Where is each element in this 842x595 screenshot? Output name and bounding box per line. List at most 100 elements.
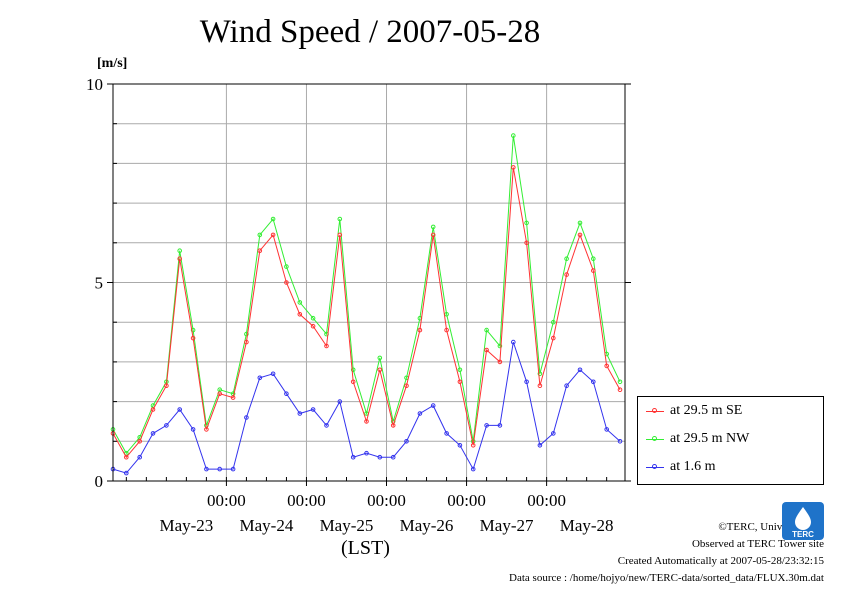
- series-point-1: [457, 367, 463, 373]
- series-point-1: [484, 327, 489, 333]
- series-point-0: [324, 343, 329, 349]
- series-point-1: [617, 379, 623, 385]
- series-point-1: [270, 216, 276, 222]
- series-point-0: [284, 280, 289, 285]
- series-point-1: [284, 264, 289, 269]
- series-point-1: [350, 367, 356, 373]
- legend-item-1-6m: at 1.6 m: [646, 457, 716, 477]
- series-point-2: [470, 466, 476, 472]
- series-point-1: [337, 216, 343, 222]
- series-point-0: [484, 347, 489, 353]
- series-point-2: [417, 411, 423, 416]
- chart-title: Wind Speed / 2007-05-28: [199, 14, 541, 50]
- footer-created: Created Automatically at 2007-05-28/23:3…: [617, 555, 824, 567]
- series-point-1: [524, 220, 529, 226]
- series-line-2: [112, 341, 621, 474]
- footer-observed: Observed at TERC Tower site: [691, 538, 824, 550]
- series-point-0: [551, 335, 556, 341]
- series-point-1: [564, 256, 569, 262]
- series-point-0: [310, 323, 316, 329]
- series-point-2: [350, 454, 356, 460]
- series-point-2: [377, 454, 383, 460]
- series-point-1: [497, 343, 503, 349]
- series-point-2: [497, 423, 503, 428]
- series-point-1: [430, 224, 436, 230]
- x-time-tick-label: 00:00: [287, 491, 326, 510]
- series-point-2: [591, 379, 596, 385]
- series-point-0: [537, 383, 543, 389]
- series-point-1: [577, 220, 583, 226]
- series-point-2: [230, 466, 236, 472]
- series-point-2: [244, 415, 249, 420]
- series-point-0: [511, 165, 516, 170]
- x-time-tick-label: 00:00: [527, 491, 566, 510]
- x-date-label: May-28: [560, 516, 614, 535]
- series-line-1: [112, 135, 621, 455]
- series-point-1: [377, 355, 383, 361]
- series-point-2: [190, 427, 196, 432]
- series-point-2: [324, 423, 329, 428]
- series-point-2: [524, 379, 529, 385]
- legend-label-nw: at 29.5 m NW: [670, 431, 750, 446]
- series-point-2: [430, 403, 436, 408]
- series-point-2: [404, 439, 409, 444]
- legend-item-se: at 29.5 m SE: [646, 401, 742, 421]
- series-point-0: [470, 443, 476, 448]
- series-point-2: [564, 383, 569, 389]
- legend-label-1-6m: at 1.6 m: [670, 459, 716, 474]
- series-point-0: [497, 359, 503, 365]
- series-point-2: [604, 427, 610, 432]
- terc-logo-text: TERC: [792, 530, 814, 539]
- x-date-label: May-24: [240, 516, 294, 535]
- series-point-0: [564, 272, 569, 277]
- series-point-0: [604, 363, 610, 369]
- legend-swatch-1-6m: [646, 462, 664, 472]
- series-point-2: [124, 470, 129, 476]
- series-point-2: [364, 450, 369, 456]
- series-point-1: [177, 248, 182, 253]
- series-point-0: [297, 312, 303, 317]
- series-point-2: [484, 423, 489, 428]
- series-point-1: [537, 371, 543, 377]
- series-point-0: [270, 232, 276, 238]
- y-tick-label: 0: [95, 472, 104, 491]
- series-point-0: [350, 379, 356, 385]
- legend-item-nw: at 29.5 m NW: [646, 429, 749, 449]
- x-date-label: May-25: [320, 516, 374, 535]
- chart-legend: at 29.5 m SE at 29.5 m NW at 1.6 m: [637, 396, 824, 485]
- x-date-label: May-23: [159, 516, 213, 535]
- series-point-2: [284, 391, 289, 397]
- series-point-0: [177, 256, 182, 262]
- y-tick-label: 10: [86, 75, 103, 94]
- series-point-2: [577, 367, 583, 373]
- x-time-tick-label: 00:00: [447, 491, 486, 510]
- series-point-0: [204, 427, 209, 432]
- x-time-tick-label: 00:00: [367, 491, 406, 510]
- series-point-1: [591, 256, 596, 262]
- series-point-2: [390, 454, 396, 460]
- series-point-0: [457, 379, 463, 385]
- legend-label-se: at 29.5 m SE: [670, 403, 743, 418]
- series-point-2: [457, 443, 463, 448]
- series-point-0: [364, 419, 369, 424]
- series-point-2: [270, 371, 276, 377]
- series-point-2: [150, 431, 156, 436]
- series-point-0: [164, 383, 169, 389]
- x-date-label: May-26: [400, 516, 454, 535]
- series-point-2: [444, 431, 449, 436]
- series-point-1: [244, 331, 249, 337]
- series-point-2: [137, 454, 142, 460]
- footer-source: Data source : /home/hojyo/new/TERC-data/…: [509, 572, 824, 584]
- series-point-0: [404, 383, 409, 389]
- series-point-0: [217, 391, 222, 397]
- series-point-0: [150, 407, 156, 412]
- series-line-0: [112, 167, 621, 459]
- x-time-tick-label: 00:00: [207, 491, 246, 510]
- series-point-2: [217, 466, 222, 472]
- series-point-0: [137, 439, 142, 444]
- plot-frame: [112, 83, 626, 482]
- terc-logo-drop: [795, 507, 811, 530]
- terc-logo: TERC: [782, 502, 824, 540]
- series-point-0: [617, 387, 623, 393]
